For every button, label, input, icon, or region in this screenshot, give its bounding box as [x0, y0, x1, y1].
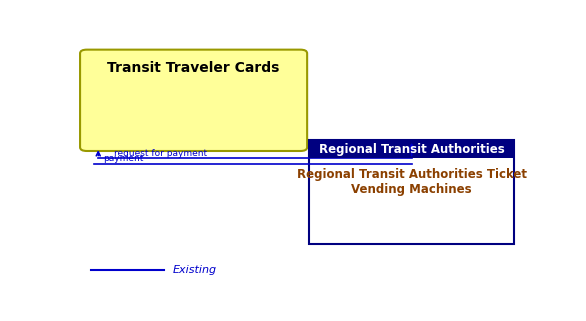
Bar	[309, 140, 514, 158]
FancyBboxPatch shape	[80, 50, 307, 151]
Text: Regional Transit Authorities: Regional Transit Authorities	[319, 143, 505, 156]
Text: Transit Traveler Cards: Transit Traveler Cards	[107, 61, 280, 75]
Text: Existing: Existing	[173, 265, 217, 275]
Text: payment: payment	[103, 154, 143, 163]
Text: Regional Transit Authorities Ticket
Vending Machines: Regional Transit Authorities Ticket Vend…	[297, 168, 527, 196]
Bar	[309, 140, 514, 244]
Text: request for payment: request for payment	[114, 149, 207, 158]
